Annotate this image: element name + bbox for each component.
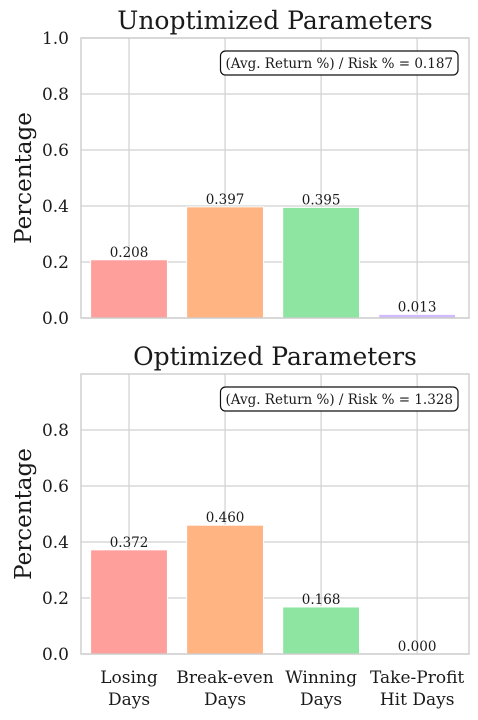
y-tick-label: 0.6 xyxy=(42,477,69,497)
x-tick-label-losing-days: Losing xyxy=(100,668,158,688)
chart-panel-unoptimized: 0.0 0.2 0.4 0.6 0.8 1.0 0.208 0.397 0.395 0.013 Un… xyxy=(11,6,470,329)
data-label-winning-days: 0.168 xyxy=(302,592,341,608)
y-tick-label: 0.2 xyxy=(42,589,69,609)
y-tick-label: 1.0 xyxy=(42,29,69,49)
y-tick-label: 0.2 xyxy=(42,253,69,273)
plot-frame xyxy=(80,373,470,655)
data-label-break-even-days: 0.460 xyxy=(206,510,245,526)
x-tick-label-losing-days: Days xyxy=(108,690,150,710)
metric-annotation-box xyxy=(219,50,459,76)
bar-break-even-days xyxy=(186,206,264,319)
bar-winning-days xyxy=(282,206,361,319)
data-label-take-profit-hit-days: 0.013 xyxy=(398,299,437,315)
x-tick-label-break-even-days: Days xyxy=(204,690,246,710)
y-tick-label: 0.8 xyxy=(42,85,69,105)
plot-frame xyxy=(80,37,470,319)
data-label-losing-days: 0.208 xyxy=(110,245,149,261)
bar-losing-days xyxy=(90,549,168,655)
metric-annotation: (Avg. Return %) / Risk % = 0.187 xyxy=(219,50,459,76)
y-axis-label: Percentage xyxy=(11,112,37,244)
metric-annotation: (Avg. Return %) / Risk % = 1.328 xyxy=(219,386,459,412)
y-tick-label: 0.8 xyxy=(42,421,69,441)
data-label-winning-days: 0.395 xyxy=(302,192,341,208)
y-tick-label: 0.6 xyxy=(42,141,69,161)
chart-panel-optimized: 0.0 0.2 0.4 0.6 0.8 0.372 0.460 0.168 0.000 Optim… xyxy=(11,342,470,710)
y-tick-label: 0.0 xyxy=(42,309,69,329)
metric-annotation-text: (Avg. Return %) / Risk % = 1.328 xyxy=(225,392,453,408)
bar-break-even-days xyxy=(186,524,264,655)
metric-annotation-text: (Avg. Return %) / Risk % = 0.187 xyxy=(225,56,453,72)
y-axis-label: Percentage xyxy=(11,448,37,580)
x-tick-label-take-profit-hit-days: Hit Days xyxy=(380,690,455,710)
y-tick-label: 0.4 xyxy=(42,533,69,553)
chart-title: Unoptimized Parameters xyxy=(117,6,432,35)
metric-annotation-box xyxy=(219,386,459,412)
x-tick-label-take-profit-hit-days: Take-Profit xyxy=(370,668,464,688)
x-tick-label-winning-days: Days xyxy=(300,690,342,710)
x-tick-label-break-even-days: Break-even xyxy=(176,668,273,688)
x-tick-label-winning-days: Winning xyxy=(285,668,357,688)
bar-winning-days xyxy=(282,606,361,655)
data-label-losing-days: 0.372 xyxy=(110,535,149,551)
y-tick-label: 0.4 xyxy=(42,197,69,217)
data-label-break-even-days: 0.397 xyxy=(206,192,245,208)
data-label-take-profit-hit-days: 0.000 xyxy=(398,639,437,655)
y-tick-label: 0.0 xyxy=(42,645,69,665)
chart-title: Optimized Parameters xyxy=(133,342,417,371)
bar-losing-days xyxy=(90,259,168,319)
